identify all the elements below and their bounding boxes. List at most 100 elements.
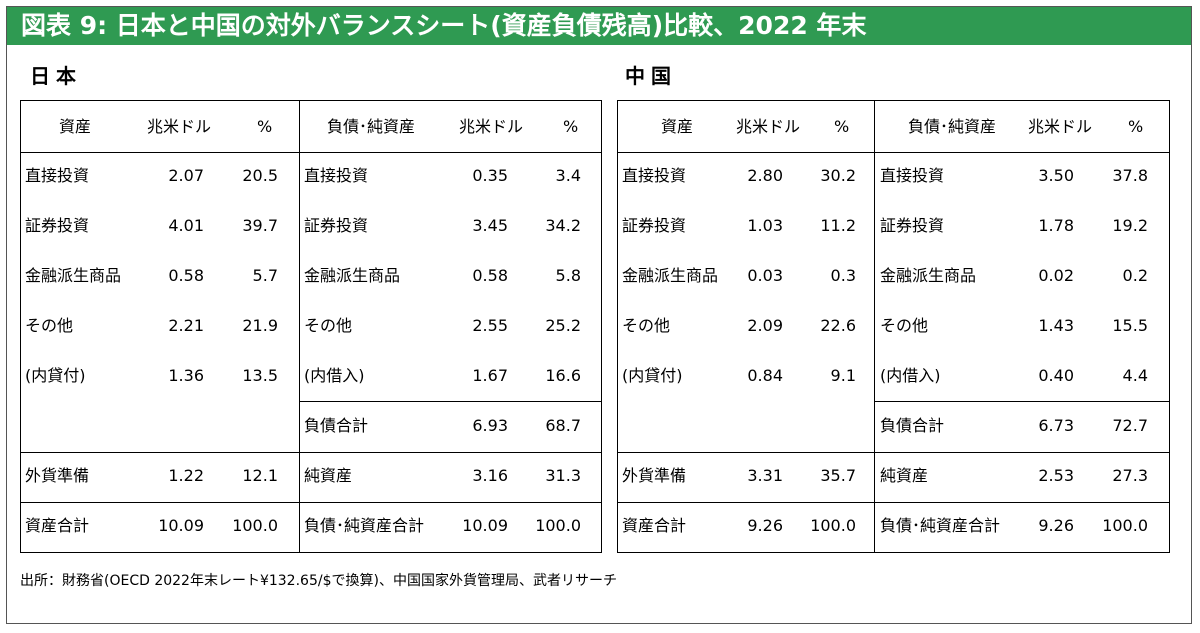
row-label: 純資産 bbox=[880, 466, 929, 485]
row-label: 外貨準備 bbox=[25, 466, 90, 485]
balance-table-japan: 資産 兆米ドル% 負債･純資産 兆米ドル% 直接投資 2.07 20.5 証券投資 4.01 39… bbox=[20, 100, 602, 553]
row-label: 資産合計 bbox=[622, 516, 687, 535]
header-unit: 兆米ドル bbox=[147, 117, 212, 136]
row-label: その他 bbox=[622, 316, 671, 335]
row-label: 負債･純資産合計 bbox=[304, 516, 425, 535]
row-pct: 100.0 bbox=[810, 516, 856, 535]
row-label: (内貸付) bbox=[622, 366, 683, 385]
row-pct: 9.1 bbox=[830, 366, 856, 385]
row-label: 直接投資 bbox=[304, 166, 369, 185]
row-label: 金融派生商品 bbox=[25, 266, 122, 285]
row-pct: 21.9 bbox=[242, 316, 278, 335]
row-value: 0.35 bbox=[472, 166, 508, 185]
country-label-japan: 日本 bbox=[30, 64, 82, 88]
row-pct: 4.4 bbox=[1122, 366, 1148, 385]
row-value: 3.31 bbox=[747, 466, 783, 485]
row-label: その他 bbox=[880, 316, 929, 335]
row-value: 1.22 bbox=[168, 466, 204, 485]
header-unit: 兆米ドル bbox=[1028, 117, 1093, 136]
row-value: 1.03 bbox=[747, 216, 783, 235]
header-pct: % bbox=[834, 117, 850, 136]
row-pct: 20.5 bbox=[242, 166, 278, 185]
header-pct: % bbox=[1128, 117, 1144, 136]
row-value: 0.58 bbox=[168, 266, 204, 285]
row-value: 2.07 bbox=[168, 166, 204, 185]
row-label: 資産合計 bbox=[25, 516, 90, 535]
row-value: 0.40 bbox=[1038, 366, 1074, 385]
row-pct: 11.2 bbox=[820, 216, 856, 235]
row-label: その他 bbox=[25, 316, 74, 335]
balance-table-china: 資産 兆米ドル% 負債･純資産 兆米ドル% 直接投資 2.80 30.2 証券投資 1.03 11… bbox=[617, 100, 1170, 553]
row-pct: 31.3 bbox=[545, 466, 581, 485]
header-assets: 資産 bbox=[59, 117, 92, 136]
row-pct: 37.8 bbox=[1112, 166, 1148, 185]
row-pct: 34.2 bbox=[545, 216, 581, 235]
row-value: 1.36 bbox=[168, 366, 204, 385]
row-pct: 0.2 bbox=[1122, 266, 1148, 285]
figure-title: 図表 9: 日本と中国の対外バランスシート(資産負債残高)比較、2022 年末 bbox=[7, 7, 1191, 45]
row-pct: 30.2 bbox=[820, 166, 856, 185]
row-label: 直接投資 bbox=[622, 166, 687, 185]
row-label: 金融派生商品 bbox=[622, 266, 719, 285]
row-pct: 16.6 bbox=[545, 366, 581, 385]
row-value: 3.50 bbox=[1038, 166, 1074, 185]
row-pct: 27.3 bbox=[1112, 466, 1148, 485]
row-rule bbox=[299, 401, 601, 402]
table-divider bbox=[299, 101, 300, 552]
header-assets: 資産 bbox=[661, 117, 694, 136]
header-pct: % bbox=[257, 117, 273, 136]
header-liabilities: 負債･純資産 bbox=[908, 117, 997, 136]
row-pct: 39.7 bbox=[242, 216, 278, 235]
row-value: 0.84 bbox=[747, 366, 783, 385]
row-value: 1.67 bbox=[472, 366, 508, 385]
row-value: 3.45 bbox=[472, 216, 508, 235]
row-value: 2.53 bbox=[1038, 466, 1074, 485]
header-unit: 兆米ドル bbox=[736, 117, 801, 136]
row-label: (内貸付) bbox=[25, 366, 86, 385]
row-label: 負債･純資産合計 bbox=[880, 516, 1001, 535]
row-rule bbox=[618, 452, 1169, 453]
country-label-china: 中国 bbox=[625, 64, 677, 88]
row-value: 1.78 bbox=[1038, 216, 1074, 235]
row-rule bbox=[21, 452, 601, 453]
row-value: 10.09 bbox=[462, 516, 508, 535]
row-label: 純資産 bbox=[304, 466, 353, 485]
header-unit: 兆米ドル bbox=[459, 117, 524, 136]
row-pct: 12.1 bbox=[242, 466, 278, 485]
row-label: 負債合計 bbox=[304, 416, 369, 435]
row-pct: 35.7 bbox=[820, 466, 856, 485]
row-pct: 5.7 bbox=[252, 266, 278, 285]
row-pct: 5.8 bbox=[555, 266, 581, 285]
row-pct: 19.2 bbox=[1112, 216, 1148, 235]
header-pct: % bbox=[563, 117, 579, 136]
row-pct: 72.7 bbox=[1112, 416, 1148, 435]
row-value: 9.26 bbox=[747, 516, 783, 535]
row-pct: 100.0 bbox=[535, 516, 581, 535]
row-pct: 3.4 bbox=[555, 166, 581, 185]
source-note: 出所：財務省(OECD 2022年末レート¥132.65/$で換算)、中国国家外… bbox=[20, 573, 617, 589]
row-label: 負債合計 bbox=[880, 416, 945, 435]
row-pct: 100.0 bbox=[1102, 516, 1148, 535]
header-liabilities: 負債･純資産 bbox=[327, 117, 416, 136]
row-label: 証券投資 bbox=[25, 216, 90, 235]
row-pct: 15.5 bbox=[1112, 316, 1148, 335]
row-pct: 22.6 bbox=[820, 316, 856, 335]
row-rule bbox=[618, 502, 1169, 503]
row-pct: 0.3 bbox=[830, 266, 856, 285]
row-value: 0.02 bbox=[1038, 266, 1074, 285]
row-value: 9.26 bbox=[1038, 516, 1074, 535]
row-label: (内借入) bbox=[304, 366, 365, 385]
row-rule bbox=[874, 401, 1169, 402]
row-pct: 100.0 bbox=[232, 516, 278, 535]
row-value: 1.43 bbox=[1038, 316, 1074, 335]
figure-frame bbox=[6, 6, 1192, 624]
row-value: 4.01 bbox=[168, 216, 204, 235]
row-value: 10.09 bbox=[158, 516, 204, 535]
row-value: 6.73 bbox=[1038, 416, 1074, 435]
row-value: 3.16 bbox=[472, 466, 508, 485]
row-value: 2.55 bbox=[472, 316, 508, 335]
row-label: 証券投資 bbox=[880, 216, 945, 235]
row-value: 2.21 bbox=[168, 316, 204, 335]
row-rule bbox=[618, 152, 1169, 153]
row-label: (内借入) bbox=[880, 366, 941, 385]
